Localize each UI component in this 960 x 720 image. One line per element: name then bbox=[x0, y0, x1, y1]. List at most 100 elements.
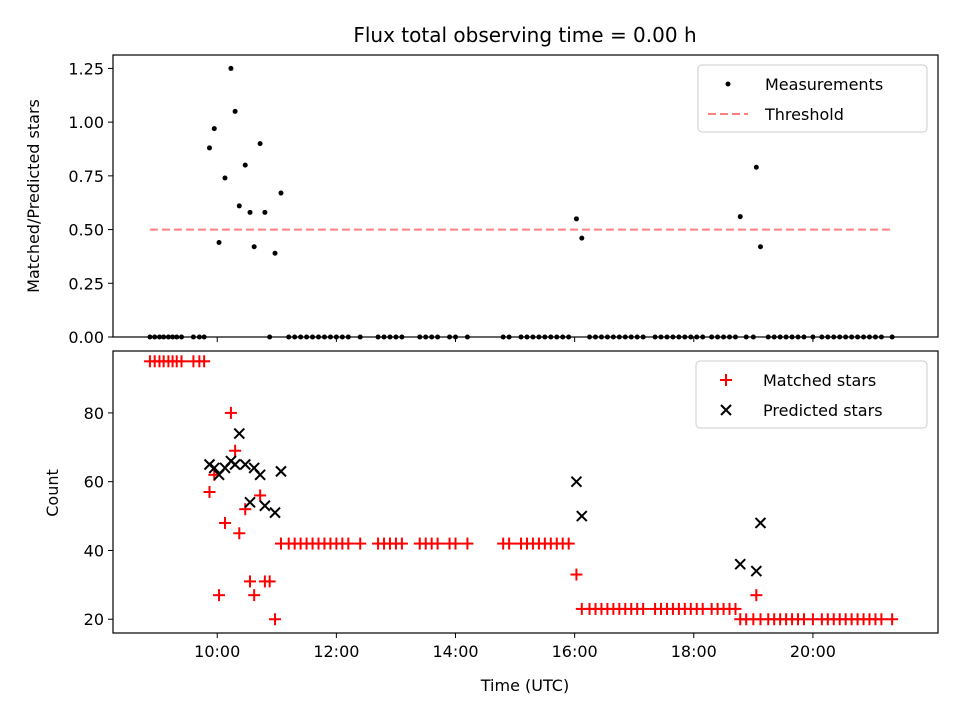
matched-stars-point bbox=[431, 537, 444, 550]
bottom-y-tick-label: 40 bbox=[84, 541, 104, 560]
legend-label-predicted: Predicted stars bbox=[763, 401, 883, 420]
legend-label-threshold: Threshold bbox=[764, 105, 844, 124]
matched-stars-point bbox=[570, 568, 583, 581]
top-y-tick-label: 1.25 bbox=[68, 59, 104, 78]
matched-stars-point bbox=[244, 575, 257, 588]
matched-stars-point bbox=[395, 537, 408, 550]
predicted-stars-point bbox=[750, 565, 763, 577]
bottom-chart-xlabel: Time (UTC) bbox=[480, 676, 569, 695]
matched-stars-point bbox=[233, 527, 246, 540]
top-y-ticks: 0.00 0.25 0.50 0.75 1.00 1.25 bbox=[68, 59, 113, 347]
measurement-point bbox=[236, 203, 242, 209]
bottom-y-ticks: 20 40 60 80 bbox=[84, 404, 113, 629]
measurement-point bbox=[232, 108, 238, 114]
measurement-point bbox=[757, 244, 763, 250]
matched-stars-point bbox=[562, 537, 575, 550]
measurement-point bbox=[222, 175, 228, 181]
matched-stars-point bbox=[229, 444, 242, 457]
measurement-point bbox=[579, 235, 585, 241]
bottom-y-tick-label: 60 bbox=[84, 473, 104, 492]
top-chart-ylabel: Matched/Predicted stars bbox=[24, 99, 43, 293]
bottom-legend-box bbox=[695, 360, 928, 429]
matched-stars-point bbox=[729, 602, 742, 615]
matched-stars-point bbox=[269, 613, 282, 626]
bottom-x-tick-label: 10:00 bbox=[194, 642, 240, 661]
matched-stars-point bbox=[239, 503, 252, 516]
predicted-stars-point bbox=[275, 465, 287, 478]
predicted-stars-point bbox=[570, 475, 583, 488]
measurement-point bbox=[242, 162, 248, 168]
bottom-y-tick-label: 80 bbox=[84, 404, 104, 423]
predicted-stars-point bbox=[239, 458, 251, 471]
top-plot-area bbox=[147, 65, 895, 340]
measurement-point bbox=[216, 239, 222, 245]
matched-stars-point bbox=[175, 355, 188, 368]
matched-stars-point bbox=[218, 516, 231, 529]
legend-marker-measurements bbox=[725, 81, 731, 87]
bottom-x-tick-label: 14:00 bbox=[432, 642, 478, 661]
bottom-x-tick-label: 20:00 bbox=[790, 642, 836, 661]
top-y-tick-label: 0.00 bbox=[68, 328, 104, 347]
top-legend: Measurements Threshold bbox=[697, 64, 928, 133]
matched-stars-point bbox=[886, 613, 899, 626]
top-y-tick-label: 1.00 bbox=[68, 113, 104, 132]
matched-stars-point bbox=[263, 575, 276, 588]
bottom-chart-frame bbox=[112, 350, 939, 634]
measurement-point bbox=[272, 250, 278, 256]
top-y-tick-label: 0.50 bbox=[68, 221, 104, 240]
bottom-chart-ylabel: Count bbox=[43, 469, 62, 517]
measurement-point bbox=[257, 141, 263, 147]
matched-stars-point bbox=[503, 537, 516, 550]
measurement-point bbox=[262, 209, 268, 215]
predicted-stars-point bbox=[233, 427, 245, 440]
measurement-point bbox=[753, 164, 759, 170]
measurement-point bbox=[211, 126, 217, 132]
legend-marker-matched bbox=[720, 374, 732, 386]
matched-stars-point bbox=[213, 589, 226, 602]
matched-stars-point bbox=[203, 486, 216, 498]
predicted-stars-point bbox=[754, 517, 767, 529]
matched-stars-point bbox=[354, 537, 367, 550]
measurement-point bbox=[228, 65, 234, 71]
predicted-stars-point bbox=[576, 510, 588, 522]
measurement-point bbox=[737, 214, 743, 220]
matched-stars-point bbox=[449, 537, 462, 550]
matched-stars-point bbox=[750, 589, 763, 602]
predicted-stars-point bbox=[269, 506, 281, 519]
bottom-x-tick-label: 18:00 bbox=[671, 642, 717, 661]
top-legend-box bbox=[697, 64, 928, 133]
bottom-plot-area bbox=[143, 355, 899, 626]
bottom-x-tick-label: 16:00 bbox=[552, 642, 598, 661]
predicted-stars-point bbox=[734, 558, 746, 570]
matched-stars-point bbox=[637, 602, 650, 615]
predicted-stars-point bbox=[229, 458, 241, 471]
matched-stars-point bbox=[254, 489, 267, 502]
predicted-stars-point bbox=[254, 469, 266, 481]
measurement-point bbox=[278, 190, 284, 196]
top-chart-title: Flux total observing time = 0.00 h bbox=[353, 23, 696, 47]
matched-stars-point bbox=[461, 537, 474, 550]
matched-stars-point bbox=[342, 537, 355, 550]
legend-label-matched: Matched stars bbox=[763, 371, 876, 390]
bottom-x-ticks: 10:00 12:00 14:00 16:00 18:00 20:00 bbox=[194, 633, 836, 661]
predicted-stars-point bbox=[244, 496, 256, 509]
legend-label-measurements: Measurements bbox=[765, 75, 883, 94]
bottom-legend: Matched stars Predicted stars bbox=[695, 360, 928, 429]
matched-stars-point bbox=[224, 406, 237, 419]
top-y-tick-label: 0.75 bbox=[68, 167, 104, 186]
top-chart-frame bbox=[112, 54, 939, 338]
bottom-chart: Count Time (UTC) 20 40 60 80 10:00 12:00 14:0… bbox=[43, 350, 939, 695]
bottom-x-tick-label: 12:00 bbox=[313, 642, 359, 661]
measurement-point bbox=[206, 145, 212, 151]
bottom-y-tick-label: 20 bbox=[84, 610, 104, 629]
top-y-tick-label: 0.25 bbox=[68, 274, 104, 293]
top-chart: Flux total observing time = 0.00 h Match… bbox=[24, 23, 939, 347]
measurement-point bbox=[573, 216, 579, 222]
legend-marker-predicted bbox=[720, 404, 732, 416]
measurement-point bbox=[251, 244, 257, 250]
predicted-stars-point bbox=[208, 462, 220, 474]
predicted-stars-point bbox=[259, 500, 271, 512]
measurement-point bbox=[247, 209, 253, 215]
matched-stars-point bbox=[248, 589, 261, 602]
